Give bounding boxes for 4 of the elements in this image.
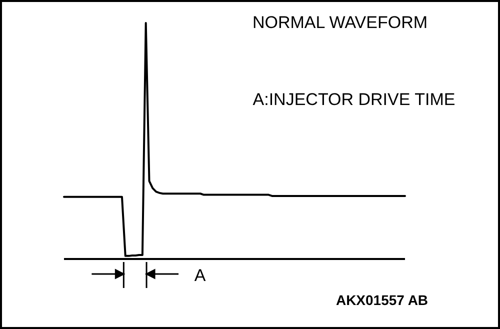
text: A — [194, 266, 206, 285]
text: AKX01557 AB — [336, 292, 428, 308]
chart-title: NORMAL WAVEFORM — [252, 13, 428, 32]
annotation: A:INJECTOR DRIVE TIME — [252, 90, 456, 109]
